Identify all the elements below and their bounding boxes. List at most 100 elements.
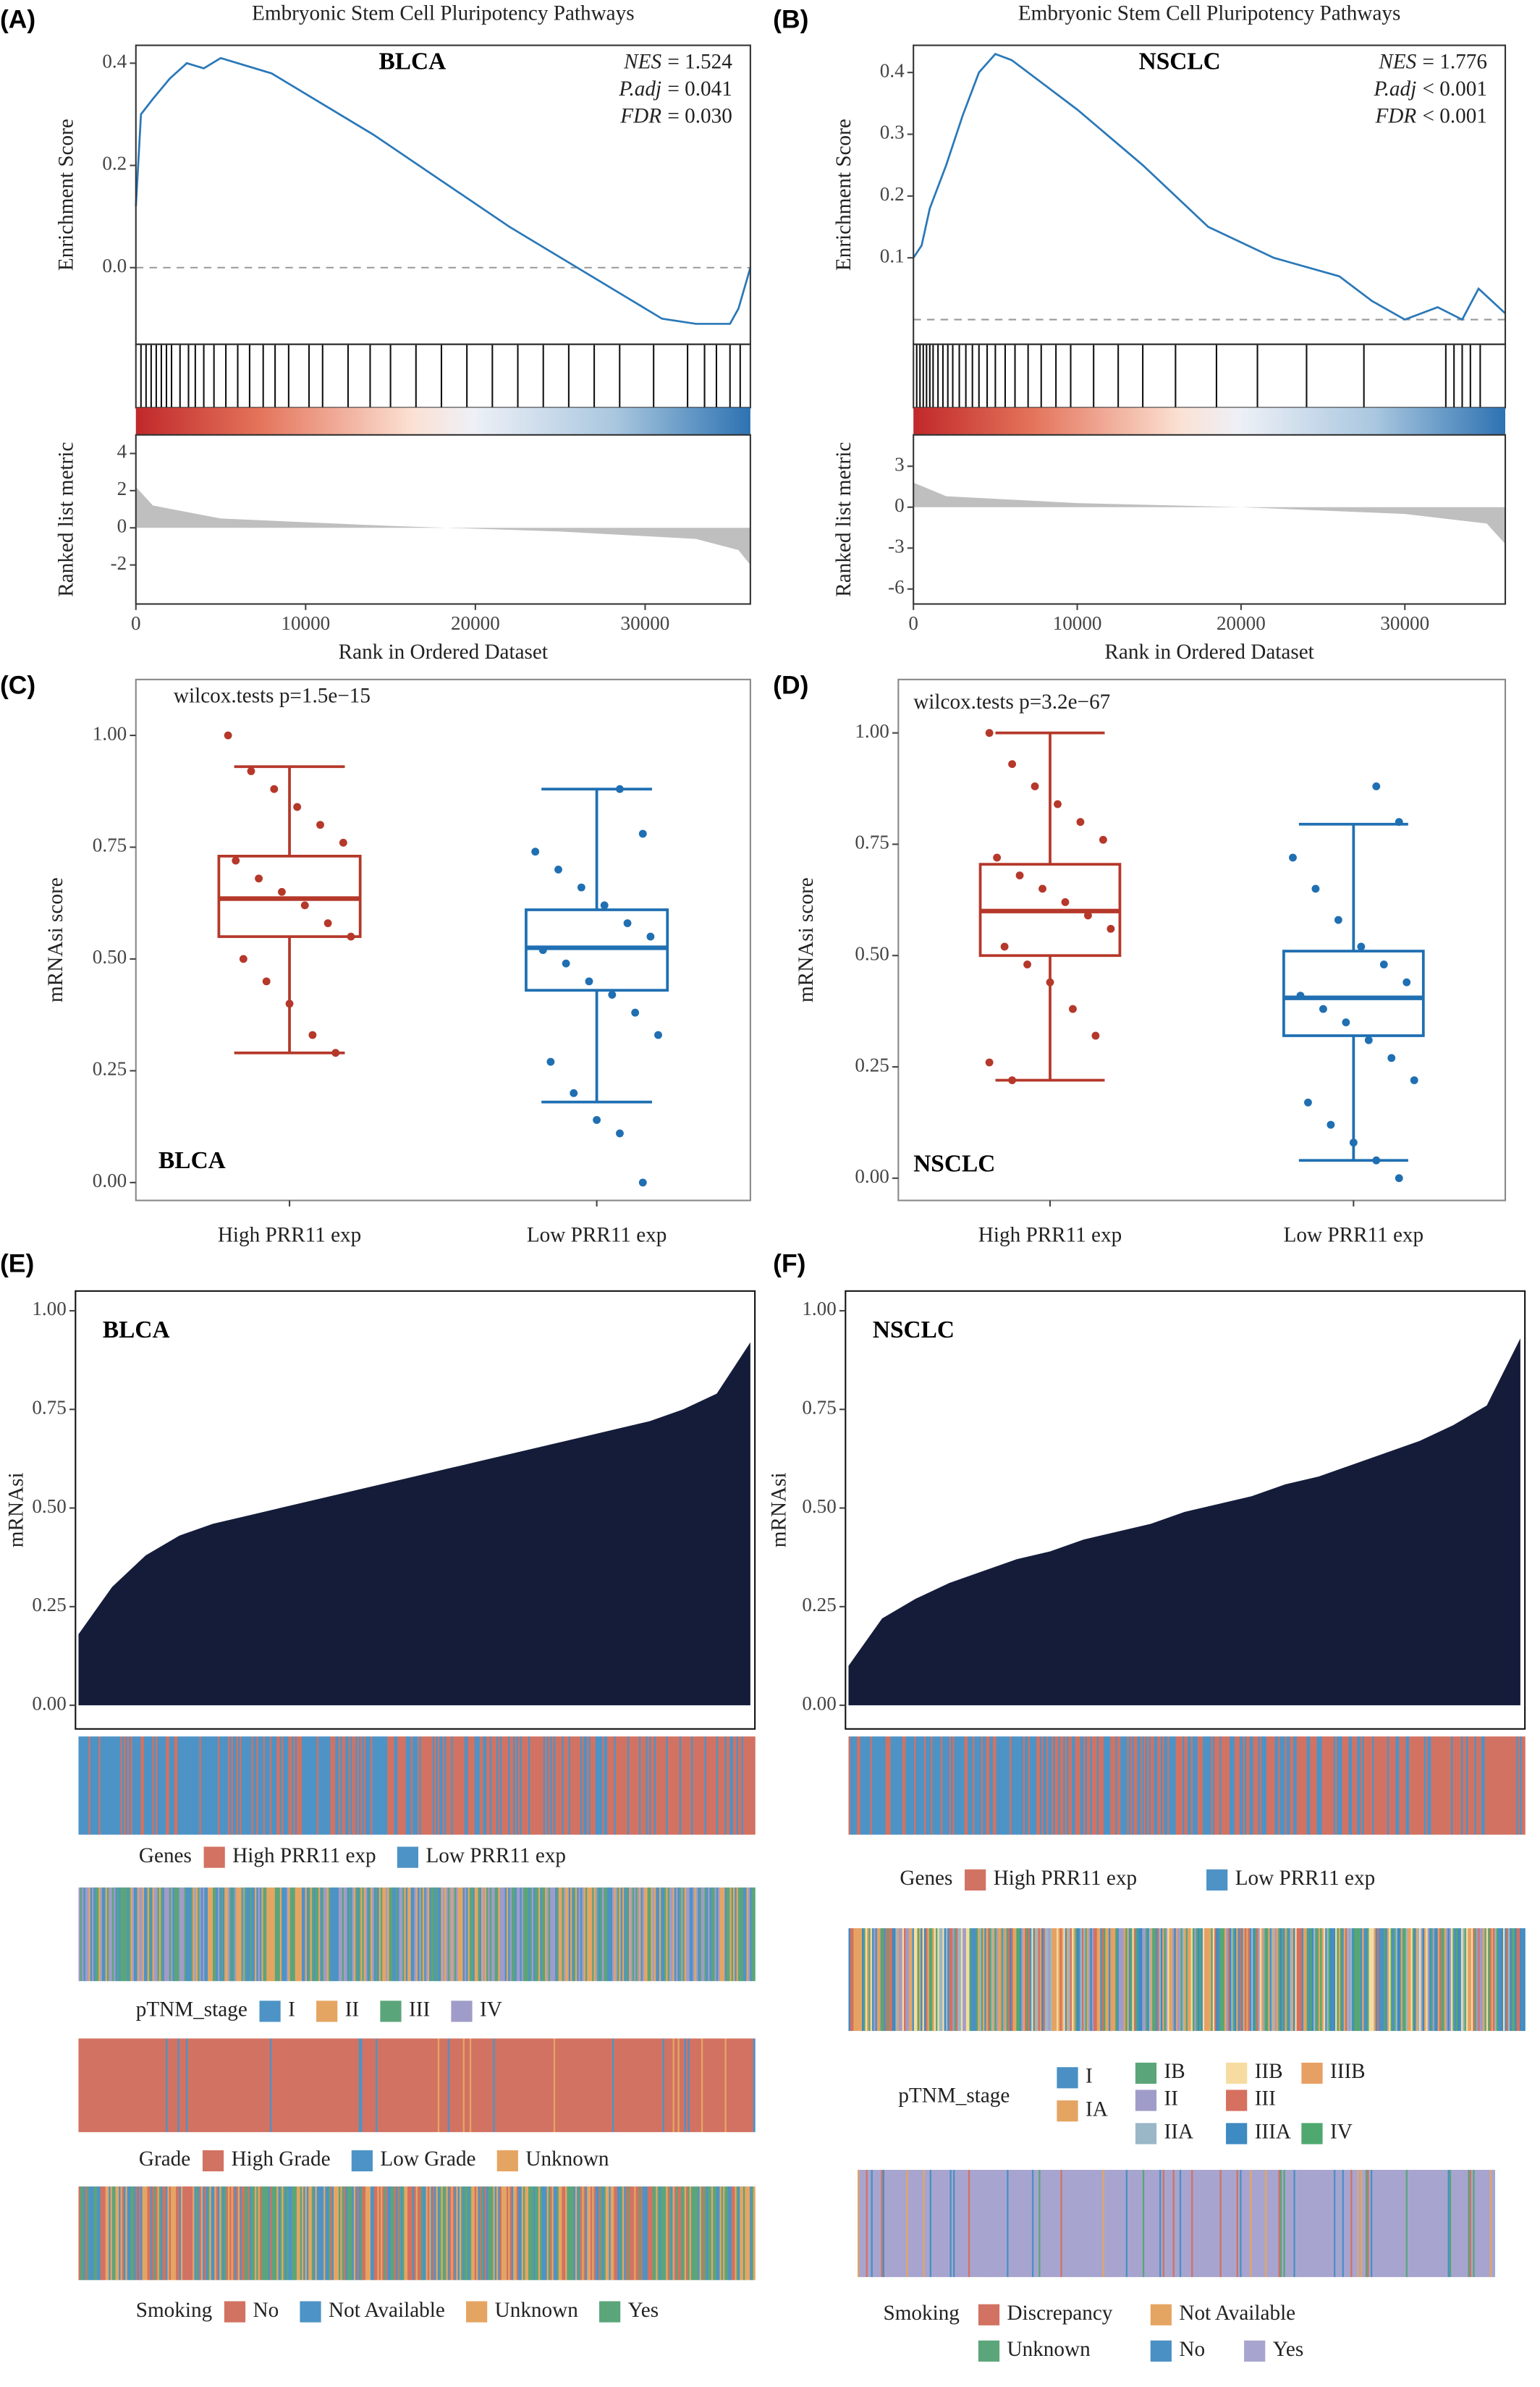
track-stripe [457, 2186, 460, 2281]
track-stripe [493, 1736, 496, 1835]
track-stripe [988, 2169, 991, 2278]
cohort-label: NSCLC [913, 1150, 995, 1177]
track-stripe [1452, 2169, 1455, 2278]
track-stripe [718, 1887, 721, 1982]
track-stripe [1059, 1736, 1062, 1835]
track-stripe [726, 2186, 729, 2281]
track-stripe [899, 1928, 902, 2032]
track-stripe [404, 1736, 407, 1835]
track-stripe [1363, 1736, 1366, 1835]
track-stripe [105, 2186, 108, 2281]
track-stripe [1264, 1736, 1267, 1835]
track-stripe [311, 1887, 314, 1982]
track-stripe [718, 2038, 721, 2132]
track-stripe [415, 1736, 418, 1835]
track-stripe [417, 2186, 420, 2281]
data-point [631, 1008, 640, 1017]
track-stripe [1192, 1928, 1195, 2032]
y-axis-label: Enrichment Score [55, 119, 78, 271]
track-stripe [600, 2038, 603, 2132]
track-stripe [516, 2186, 519, 2281]
legend-swatch [397, 1846, 419, 1868]
track-stripe [1431, 2169, 1434, 2278]
track-stripe [347, 1736, 350, 1835]
track-stripe [902, 2169, 905, 2278]
track-stripe [1135, 2169, 1138, 2278]
track-stripe [138, 2186, 141, 2281]
track-stripe [651, 2186, 653, 2281]
track-stripe [1444, 2169, 1447, 2278]
track-stripe [372, 1887, 375, 1982]
track-stripe [1167, 1736, 1170, 1835]
track-stripe [407, 1887, 410, 1982]
track-stripe [315, 1887, 318, 1982]
track-stripe [568, 2038, 571, 2132]
track-stripe [629, 2038, 632, 2132]
track-stripe [164, 1887, 166, 1982]
track-stripe [1044, 1736, 1047, 1835]
track-stripe [1236, 2169, 1239, 2278]
track-stripe [496, 1736, 499, 1835]
track-stripe [1387, 2169, 1390, 2278]
track-stripe [853, 1928, 856, 2032]
track-stripe [1073, 1736, 1076, 1835]
track-stripe [92, 1887, 94, 1982]
legend-label: Discrepancy [1007, 2302, 1113, 2325]
track-stripe [1222, 1928, 1225, 2032]
track-stripe [1184, 1736, 1187, 1835]
stat-name: NES [623, 50, 661, 73]
track-stripe [1216, 2169, 1219, 2278]
track-stripe [101, 1736, 104, 1835]
track-stripe [1407, 1736, 1410, 1835]
track-stripe [992, 1736, 995, 1835]
track-stripe [672, 2038, 675, 2132]
track-stripe [1323, 1928, 1326, 2032]
track-stripe [1484, 2169, 1487, 2278]
track-stripe [501, 1736, 504, 1835]
track-stripe [157, 1736, 160, 1835]
legend-swatch [351, 2150, 373, 2172]
track-stripe [305, 1736, 308, 1835]
track-stripe [1133, 1736, 1136, 1835]
track-stripe [389, 1736, 392, 1835]
track-stripe [664, 1887, 667, 1982]
track-stripe [1348, 2169, 1351, 2278]
track-stripe [132, 1887, 135, 1982]
track-stripe [488, 1736, 491, 1835]
track-stripe [515, 2186, 517, 2281]
track-stripe [80, 1736, 82, 1835]
track-stripe [1086, 2169, 1088, 2278]
stat-name: P.adj [618, 77, 661, 101]
track-stripe [127, 1887, 130, 1982]
track-stripe [1112, 2169, 1115, 2278]
track-stripe [203, 2186, 206, 2281]
track-stripe [1366, 2169, 1368, 2278]
track-stripe [476, 1736, 479, 1835]
track-stripe [169, 1887, 172, 1982]
track-stripe [101, 1887, 104, 1982]
track-stripe [689, 1887, 692, 1982]
track-stripe [1109, 2169, 1112, 2278]
track-stripe [1199, 2169, 1202, 2278]
track-stripe [357, 1736, 360, 1835]
track-stripe [1332, 1928, 1334, 2032]
track-stripe [567, 1736, 570, 1835]
track-stripe [242, 1887, 245, 1982]
track-stripe [1434, 2169, 1437, 2278]
track-stripe [1327, 2169, 1329, 2278]
track-stripe [900, 1736, 903, 1835]
track-stripe [1023, 1928, 1025, 2032]
track-stripe [98, 2038, 101, 2132]
track-stripe [551, 2038, 554, 2132]
track-stripe [1118, 1928, 1121, 2032]
track-stripe [1188, 2169, 1190, 2278]
track-stripe [736, 1887, 739, 1982]
track-stripe [735, 2186, 737, 2281]
track-stripe [1125, 2169, 1128, 2278]
track-stripe [134, 1887, 136, 1982]
track-stripe [493, 2038, 496, 2132]
track-stripe [1170, 1736, 1173, 1835]
track-stripe [119, 1887, 122, 1982]
track-stripe [634, 1736, 637, 1835]
track-stripe [298, 2186, 301, 2281]
